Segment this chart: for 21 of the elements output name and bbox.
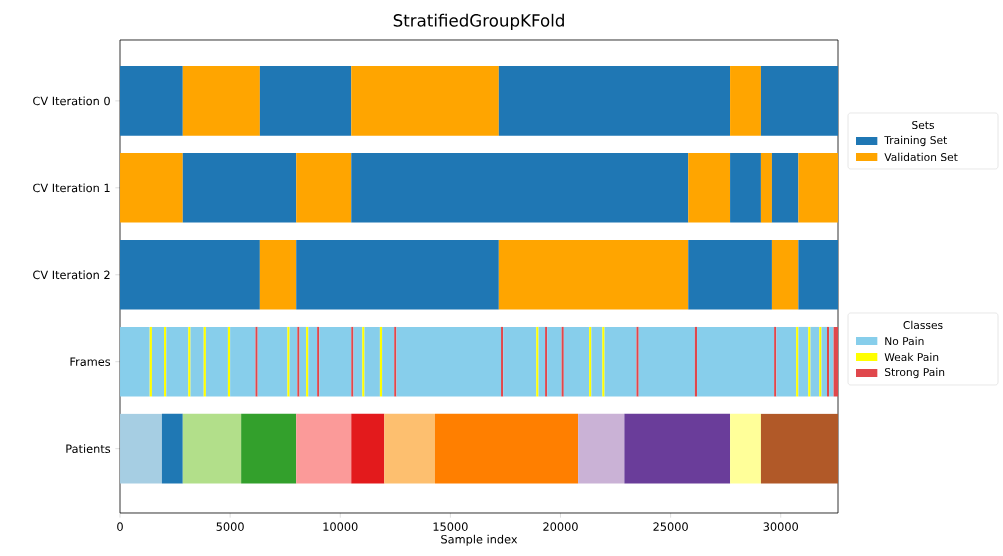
x-tick-label: 15000 — [433, 522, 468, 531]
chart-title: StratifiedGroupKFold — [393, 13, 564, 30]
legend-title: Sets — [912, 120, 935, 130]
y-tick-label: Patients — [66, 444, 111, 454]
y-tick-label: CV Iteration 0 — [33, 96, 110, 106]
legend-label: Validation Set — [884, 152, 958, 162]
x-axis-title: Sample index — [441, 534, 518, 546]
legend-label: Strong Pain — [884, 367, 945, 379]
x-tick-label: 10000 — [323, 522, 358, 531]
legend-label: No Pain — [885, 336, 924, 346]
text: Classes — [903, 320, 943, 330]
legend-label: Training Set — [884, 135, 948, 147]
x-tick-label: 0 — [117, 522, 123, 531]
x-tick-label: 5000 — [216, 522, 244, 531]
x-tick-label: 30000 — [763, 522, 799, 531]
x-tick-label: 25000 — [653, 522, 688, 531]
y-tick-label: CV Iteration 1 — [33, 183, 110, 193]
x-tick-label: 20000 — [543, 522, 578, 531]
y-tick-label: Frames — [70, 357, 111, 366]
legend-label: Weak Pain — [884, 352, 939, 362]
y-tick-label: CV Iteration 2 — [33, 270, 110, 280]
